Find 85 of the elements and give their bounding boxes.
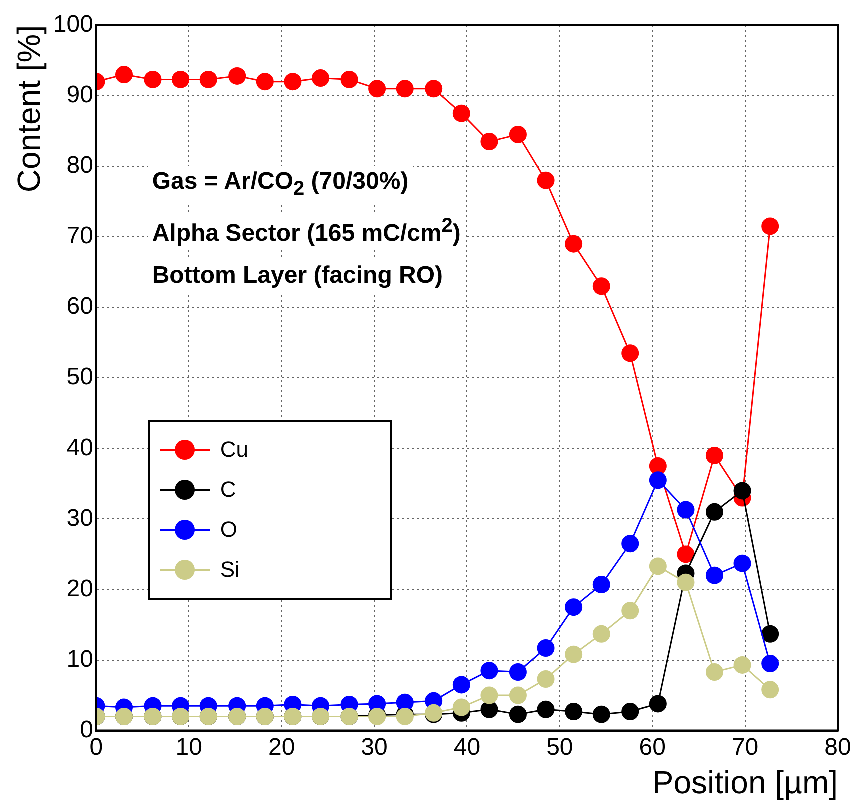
legend-label: Cu <box>220 437 248 464</box>
point <box>312 70 330 88</box>
point <box>762 681 780 699</box>
point <box>762 218 780 236</box>
y-tick-label: 70 <box>66 222 94 250</box>
point <box>649 695 667 713</box>
point <box>622 344 640 362</box>
point <box>706 664 724 681</box>
annotation: Gas = Ar/CO$_{2}$ (70/30%) <box>148 166 413 204</box>
x-tick-label: 60 <box>639 734 666 761</box>
y-tick-label: 80 <box>66 152 94 180</box>
point <box>284 73 302 91</box>
point <box>734 656 752 674</box>
point <box>368 80 386 98</box>
point <box>200 70 218 88</box>
x-tick-label: 20 <box>268 734 296 761</box>
point <box>172 70 190 88</box>
y-tick-label: 90 <box>66 82 94 109</box>
point <box>480 700 498 718</box>
point <box>565 598 583 616</box>
point <box>592 278 610 296</box>
point <box>592 576 610 594</box>
point <box>480 133 498 151</box>
point <box>622 703 640 721</box>
point <box>706 446 724 464</box>
point <box>425 80 443 98</box>
y-tick-label: 30 <box>66 504 94 532</box>
y-tick-label: 50 <box>66 364 94 391</box>
annotation: Bottom Layer (facing RO) <box>148 260 448 292</box>
y-tick-label: 10 <box>66 646 94 673</box>
x-tick-label: 10 <box>176 734 202 761</box>
point <box>480 662 498 680</box>
point <box>537 670 555 688</box>
x-tick-label: 70 <box>732 734 759 761</box>
x-tick-label: 80 <box>824 734 852 761</box>
point <box>509 706 527 724</box>
point <box>565 235 583 253</box>
point <box>340 70 358 88</box>
point <box>592 706 610 724</box>
point <box>649 458 667 476</box>
x-tick-label: 30 <box>361 734 388 761</box>
point <box>452 104 470 122</box>
point <box>452 698 470 716</box>
y-tick-label: 60 <box>66 293 94 320</box>
point <box>565 646 583 664</box>
point <box>509 664 527 681</box>
point <box>677 546 695 564</box>
x-tick-label: 40 <box>454 734 481 761</box>
legend-label: C <box>220 477 236 504</box>
point <box>592 625 610 643</box>
point <box>452 676 470 694</box>
point <box>649 472 667 490</box>
point <box>677 501 695 519</box>
annotation: Alpha Sector (165 mC/cm$^{2}$) <box>148 213 465 250</box>
y-tick-label: 100 <box>53 11 94 38</box>
point <box>734 554 752 572</box>
point <box>256 73 274 91</box>
point <box>509 126 527 144</box>
y-tick-label: 40 <box>66 434 94 462</box>
legend-label: O <box>220 517 238 544</box>
point <box>734 482 752 500</box>
legend-label: Si <box>220 557 240 584</box>
point <box>762 625 780 643</box>
point <box>228 67 246 85</box>
x-tick-label: 50 <box>546 734 574 761</box>
point <box>762 655 780 673</box>
point <box>509 686 527 704</box>
point <box>622 602 640 620</box>
y-tick-label: 20 <box>66 575 94 602</box>
y-axis-title: Content [%] <box>11 25 48 193</box>
point <box>116 66 133 84</box>
point <box>706 503 724 521</box>
point <box>537 640 555 658</box>
point <box>537 172 555 190</box>
point <box>649 558 667 576</box>
point <box>480 686 498 704</box>
point <box>396 80 414 98</box>
point <box>144 70 162 88</box>
point <box>706 566 724 584</box>
x-axis-title: Position [µm] <box>652 764 838 801</box>
point <box>396 694 414 712</box>
point <box>622 535 640 553</box>
point <box>537 700 555 718</box>
point <box>677 574 695 592</box>
point <box>565 703 583 721</box>
